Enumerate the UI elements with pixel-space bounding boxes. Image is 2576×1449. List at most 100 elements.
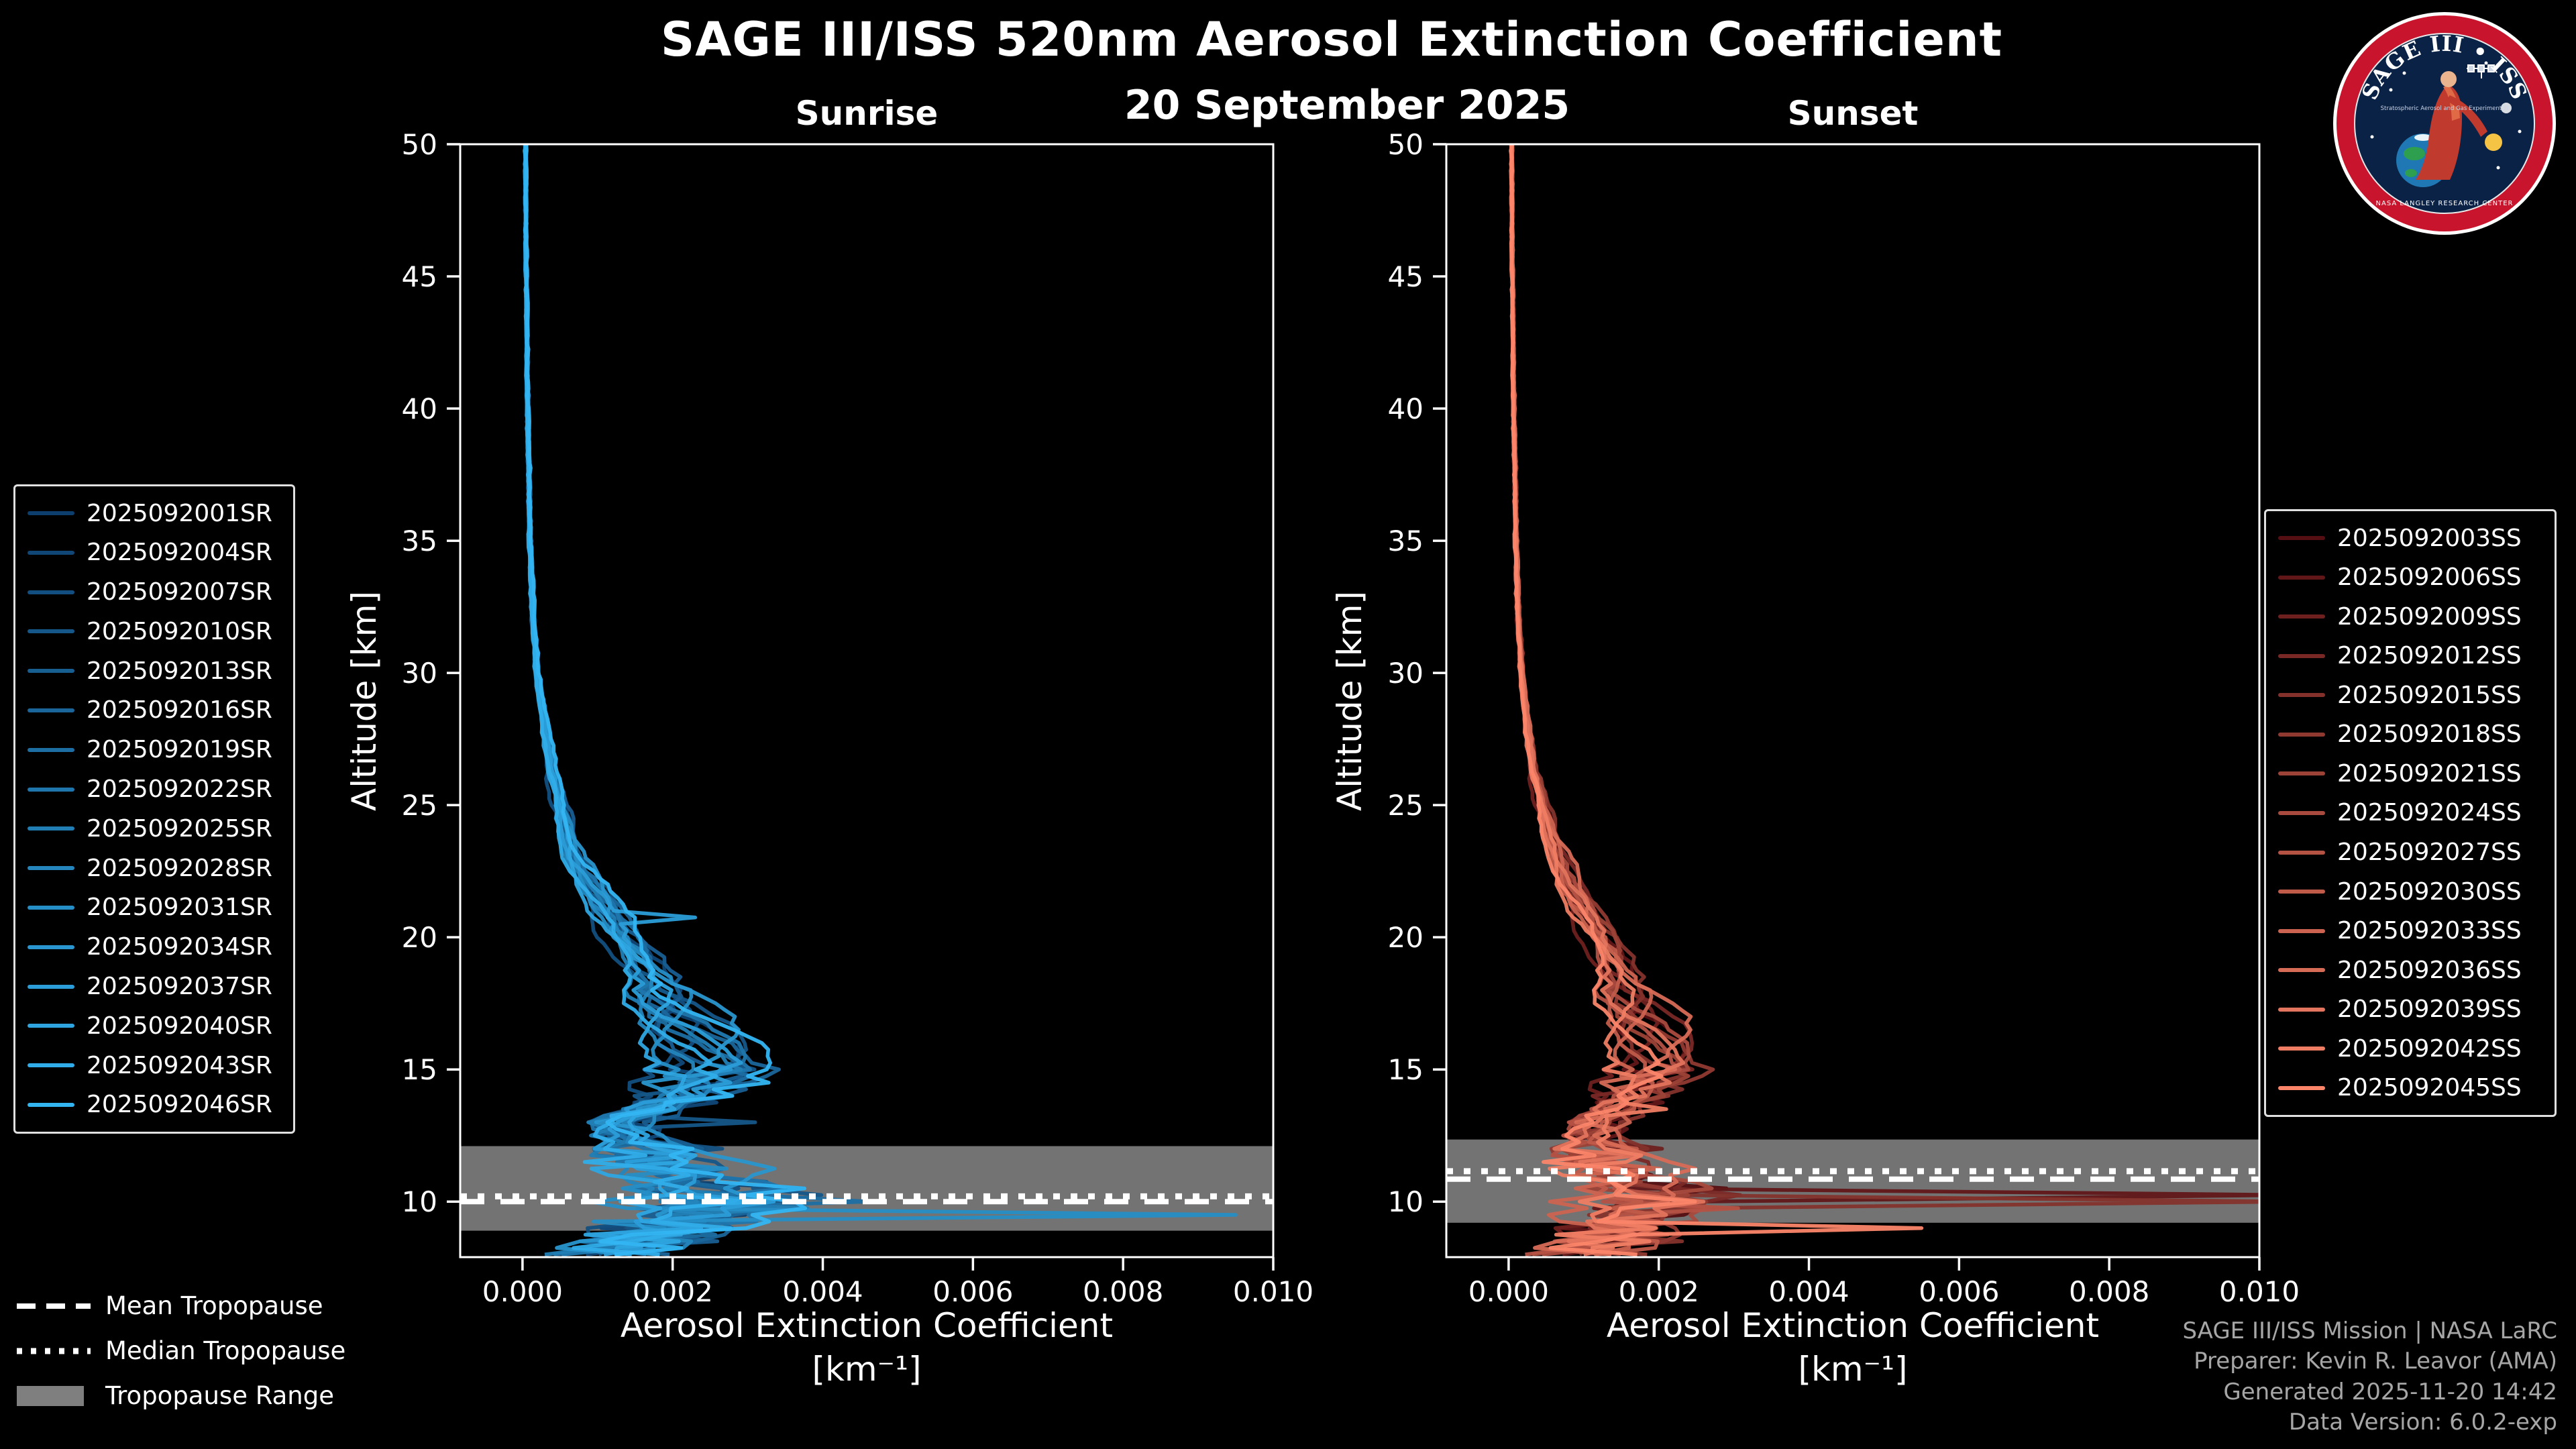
legend-item: 2025092036SS <box>2278 951 2542 989</box>
dotted-line-icon <box>17 1348 91 1354</box>
y-tick-label: 50 <box>1388 128 1424 161</box>
legend-label: 2025092010SR <box>87 617 272 645</box>
legend-label: 2025092012SS <box>2337 642 2522 670</box>
legend-label: 2025092001SR <box>87 499 272 527</box>
x-tick-label: 0.002 <box>633 1275 713 1308</box>
gray-band-icon <box>17 1385 84 1406</box>
panel-title-sunset: Sunset <box>1787 94 1919 133</box>
y-tick-label: 20 <box>402 921 437 954</box>
legend-label: 2025092040SR <box>87 1012 272 1040</box>
x-tick-label: 0.008 <box>2069 1275 2149 1308</box>
median-tropopause-legend-item: Median Tropopause <box>17 1336 345 1365</box>
legend-label: 2025092027SS <box>2337 839 2522 866</box>
y-tick-label: 15 <box>1388 1053 1424 1086</box>
legend-line-swatch <box>2278 693 2325 698</box>
legend-line-swatch <box>28 511 74 515</box>
legend-item: 2025092004SR <box>28 534 281 572</box>
legend-line-swatch <box>2278 732 2325 737</box>
y-tick-label: 50 <box>402 128 437 161</box>
legend-label: 2025092006SS <box>2337 564 2522 592</box>
logo-banner: NASA LANGLEY RESEARCH CENTER <box>2376 200 2514 207</box>
legend-line-swatch <box>28 1024 74 1028</box>
legend-item: 2025092015SS <box>2278 676 2542 714</box>
legend-line-swatch <box>28 787 74 792</box>
legend-line-swatch <box>2278 771 2325 776</box>
x-axis-units: [km⁻¹] <box>1798 1350 1908 1389</box>
legend-item: 2025092007SR <box>28 574 281 611</box>
legend-item: 2025092046SR <box>28 1086 281 1124</box>
y-tick-label: 30 <box>402 657 437 690</box>
y-tick-label: 35 <box>1388 525 1424 557</box>
legend-label: 2025092015SS <box>2337 681 2522 709</box>
dashed-line-icon <box>17 1303 91 1309</box>
y-tick-label: 20 <box>1388 921 1424 954</box>
x-tick-label: 0.008 <box>1083 1275 1163 1308</box>
sunset-y-axis-label: Altitude [km] <box>1330 591 1369 811</box>
legend-line-swatch <box>2278 575 2325 580</box>
legend-item: 2025092006SS <box>2278 559 2542 596</box>
legend-item: 2025092010SR <box>28 612 281 650</box>
tropopause-range-legend-item: Tropopause Range <box>17 1381 345 1410</box>
legend-line-swatch <box>2278 536 2325 540</box>
x-tick-label: 0.000 <box>482 1275 563 1308</box>
y-tick-label: 45 <box>402 260 437 293</box>
legend-line-swatch <box>28 708 74 712</box>
legend-item: 2025092028SR <box>28 849 281 887</box>
credit-line: Generated 2025-11-20 14:42 <box>2223 1378 2557 1405</box>
legend-label: 2025092043SR <box>87 1051 272 1079</box>
legend-item: 2025092012SS <box>2278 637 2542 675</box>
legend-line-swatch <box>28 669 74 674</box>
legend-label: 2025092019SR <box>87 736 272 764</box>
sunset-x-axis-label: Aerosol Extinction Coefficient [km⁻¹] <box>1446 1304 2259 1391</box>
legend-label: Mean Tropopause <box>105 1291 323 1320</box>
legend-item: 2025092001SR <box>28 494 281 532</box>
profile-line <box>523 144 808 1256</box>
legend-label: 2025092045SS <box>2337 1074 2522 1102</box>
credits-block: SAGE III/ISS Mission | NASA LaRC Prepare… <box>2182 1316 2557 1438</box>
y-tick-label: 40 <box>1388 392 1424 425</box>
tropopause-legend: Mean Tropopause Median Tropopause Tropop… <box>17 1291 345 1410</box>
legend-label: 2025092007SR <box>87 578 272 606</box>
legend-label: 2025092009SS <box>2337 602 2522 631</box>
x-tick-label: 0.002 <box>1619 1275 1699 1308</box>
legend-label: Tropopause Range <box>105 1381 335 1410</box>
legend-line-swatch <box>28 590 74 594</box>
credit-line: Preparer: Kevin R. Leavor (AMA) <box>2194 1348 2557 1375</box>
legend-line-swatch <box>28 747 74 752</box>
y-tick-label: 10 <box>402 1185 437 1218</box>
y-tick-label: 40 <box>402 392 437 425</box>
legend-item: 2025092003SS <box>2278 519 2542 557</box>
legend-label: 2025092022SR <box>87 775 272 804</box>
y-tick-label: 15 <box>402 1053 437 1086</box>
profile-line <box>1509 144 1690 1256</box>
legend-line-swatch <box>28 1063 74 1068</box>
x-tick-label: 0.010 <box>1233 1275 1313 1308</box>
date-subtitle: 20 September 2025 <box>1124 82 1570 129</box>
legend-item: 2025092024SS <box>2278 794 2542 832</box>
legend-label: 2025092016SR <box>87 696 272 724</box>
legend-line-swatch <box>28 905 74 910</box>
legend-line-swatch <box>2278 1007 2325 1012</box>
legend-item: 2025092018SS <box>2278 716 2542 753</box>
legend-line-swatch <box>2278 890 2325 894</box>
legend-item: 2025092039SS <box>2278 991 2542 1028</box>
plot-border <box>459 143 1275 1258</box>
legend-item: 2025092021SS <box>2278 755 2542 792</box>
legend-line-swatch <box>28 629 74 634</box>
sunset-legend: 2025092003SS 2025092006SS 2025092009SS 2025… <box>2264 509 2557 1117</box>
legend-label: 2025092033SS <box>2337 917 2522 945</box>
credit-line: SAGE III/ISS Mission | NASA LaRC <box>2182 1317 2557 1344</box>
panel-title-sunrise: Sunrise <box>795 94 938 133</box>
legend-label: Median Tropopause <box>105 1336 346 1365</box>
legend-label: 2025092036SS <box>2337 956 2522 984</box>
legend-item: 2025092033SS <box>2278 912 2542 950</box>
x-tick-label: 0.000 <box>1468 1275 1549 1308</box>
legend-line-swatch <box>2278 810 2325 815</box>
iss-icon <box>2467 64 2496 78</box>
legend-item: 2025092019SR <box>28 731 281 769</box>
sun-icon <box>2485 133 2502 151</box>
legend-item: 2025092043SR <box>28 1046 281 1084</box>
legend-item: 2025092013SR <box>28 652 281 690</box>
legend-label: 2025092024SS <box>2337 799 2522 827</box>
